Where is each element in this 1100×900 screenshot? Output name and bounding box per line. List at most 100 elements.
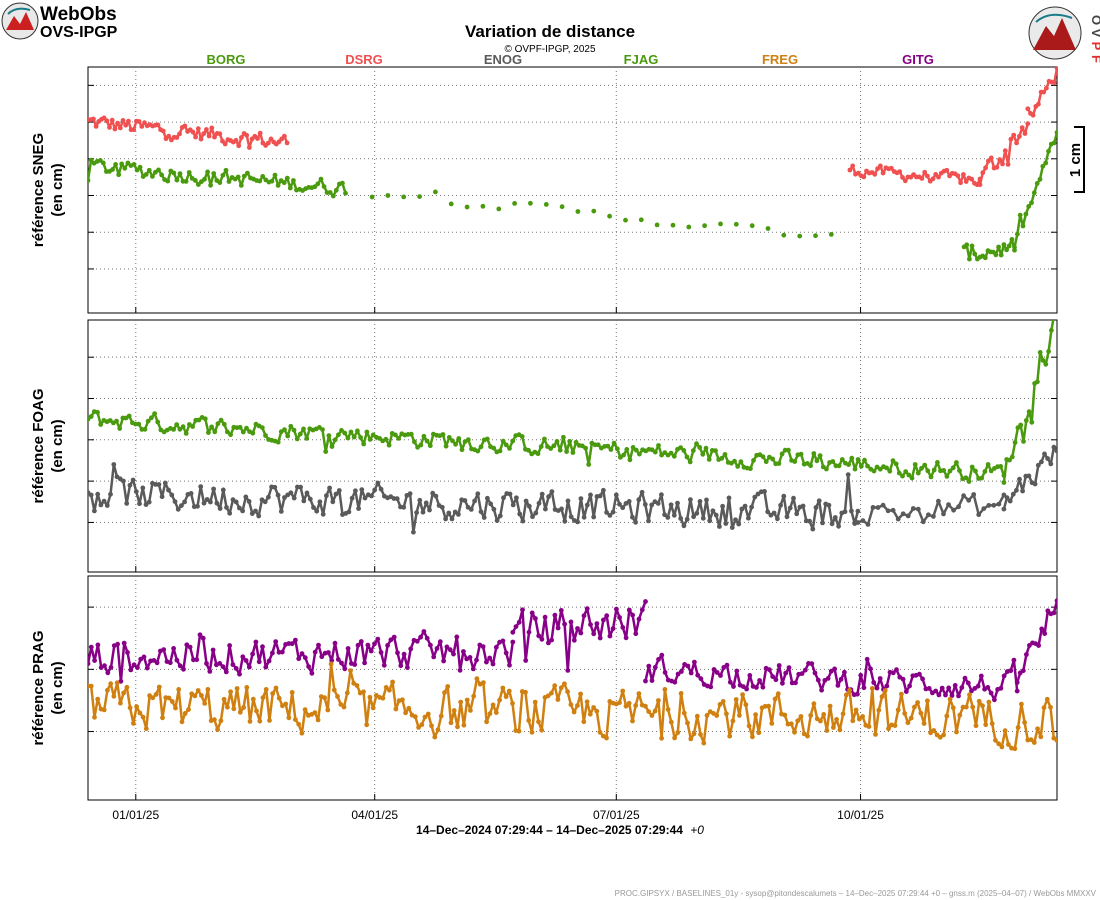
data-point [93, 124, 99, 129]
webobs-logo[interactable] [1, 2, 39, 40]
data-point [877, 676, 883, 681]
data-point [100, 160, 106, 166]
data-point [675, 671, 681, 677]
data-point [212, 717, 217, 722]
data-point [698, 676, 704, 682]
data-point [183, 179, 189, 184]
data-point [210, 647, 216, 653]
data-point [746, 515, 751, 521]
data-point [150, 174, 155, 179]
data-point [289, 690, 295, 695]
series-line-gitg [88, 630, 515, 683]
data-point [240, 429, 246, 435]
volcano-icon [6, 12, 34, 30]
data-point [543, 202, 549, 207]
data-point [811, 701, 817, 707]
data-point [874, 685, 880, 691]
data-point [620, 625, 626, 630]
data-point [711, 667, 717, 672]
data-point [643, 599, 648, 604]
data-point [398, 663, 404, 669]
scale-bar-bracket [1074, 126, 1085, 193]
data-point [694, 713, 700, 719]
data-point [475, 491, 481, 497]
data-point [991, 502, 997, 508]
data-point [656, 698, 661, 703]
data-point [421, 433, 427, 439]
data-point [646, 518, 651, 524]
data-point [565, 689, 570, 695]
data-point [513, 624, 519, 629]
timezone-text: +0 [690, 823, 704, 837]
data-point [211, 171, 217, 176]
data-point [820, 520, 825, 526]
data-point [104, 503, 110, 508]
data-point [760, 684, 766, 690]
data-point [931, 514, 936, 519]
data-point [500, 685, 506, 691]
data-point [570, 450, 576, 455]
data-point [717, 702, 723, 707]
data-point [289, 641, 295, 647]
data-point [1046, 148, 1051, 154]
data-point [1036, 643, 1041, 648]
data-point [235, 174, 241, 180]
data-point [905, 513, 911, 519]
data-point [491, 506, 497, 512]
data-point [105, 687, 110, 693]
data-point [127, 482, 133, 488]
data-point [920, 676, 925, 682]
data-point [535, 451, 541, 457]
data-point [919, 465, 924, 471]
data-point [244, 425, 249, 431]
data-point [993, 737, 998, 743]
data-point [333, 187, 339, 193]
data-point [1018, 422, 1024, 428]
data-point [1046, 349, 1051, 354]
data-point [588, 492, 593, 498]
data-point [204, 661, 209, 666]
data-point [298, 484, 303, 490]
data-point [134, 704, 140, 710]
data-point [296, 656, 302, 662]
data-point [870, 505, 876, 510]
data-point [679, 669, 684, 674]
data-point [510, 502, 516, 508]
data-point [902, 711, 908, 716]
data-point [407, 491, 413, 497]
data-point [154, 660, 160, 666]
data-point [1020, 223, 1026, 229]
data-point [643, 703, 648, 709]
data-point [345, 435, 351, 441]
data-point [565, 498, 571, 504]
data-point [247, 145, 252, 150]
data-point [915, 700, 920, 705]
data-point [330, 499, 336, 505]
data-point [816, 498, 822, 504]
data-point [140, 714, 146, 720]
data-point [623, 217, 628, 223]
data-point [202, 701, 208, 706]
data-point [449, 516, 455, 522]
data-point [1029, 419, 1035, 425]
legend-item-enog: ENOG [484, 52, 522, 67]
data-point [860, 714, 865, 719]
data-point [121, 478, 126, 484]
data-point [770, 674, 776, 679]
data-point [393, 706, 399, 712]
data-point [304, 436, 310, 441]
data-point [217, 661, 223, 666]
data-point [900, 473, 905, 479]
data-point [198, 484, 204, 489]
data-point [475, 448, 481, 454]
data-point [878, 163, 883, 169]
ovpf-logo[interactable] [1028, 6, 1082, 60]
data-point [949, 693, 955, 698]
data-point [485, 495, 490, 501]
data-point [339, 428, 344, 433]
data-point [514, 495, 519, 501]
data-point [282, 427, 287, 433]
data-point [690, 448, 696, 453]
data-point [137, 164, 143, 170]
data-point [575, 703, 580, 708]
